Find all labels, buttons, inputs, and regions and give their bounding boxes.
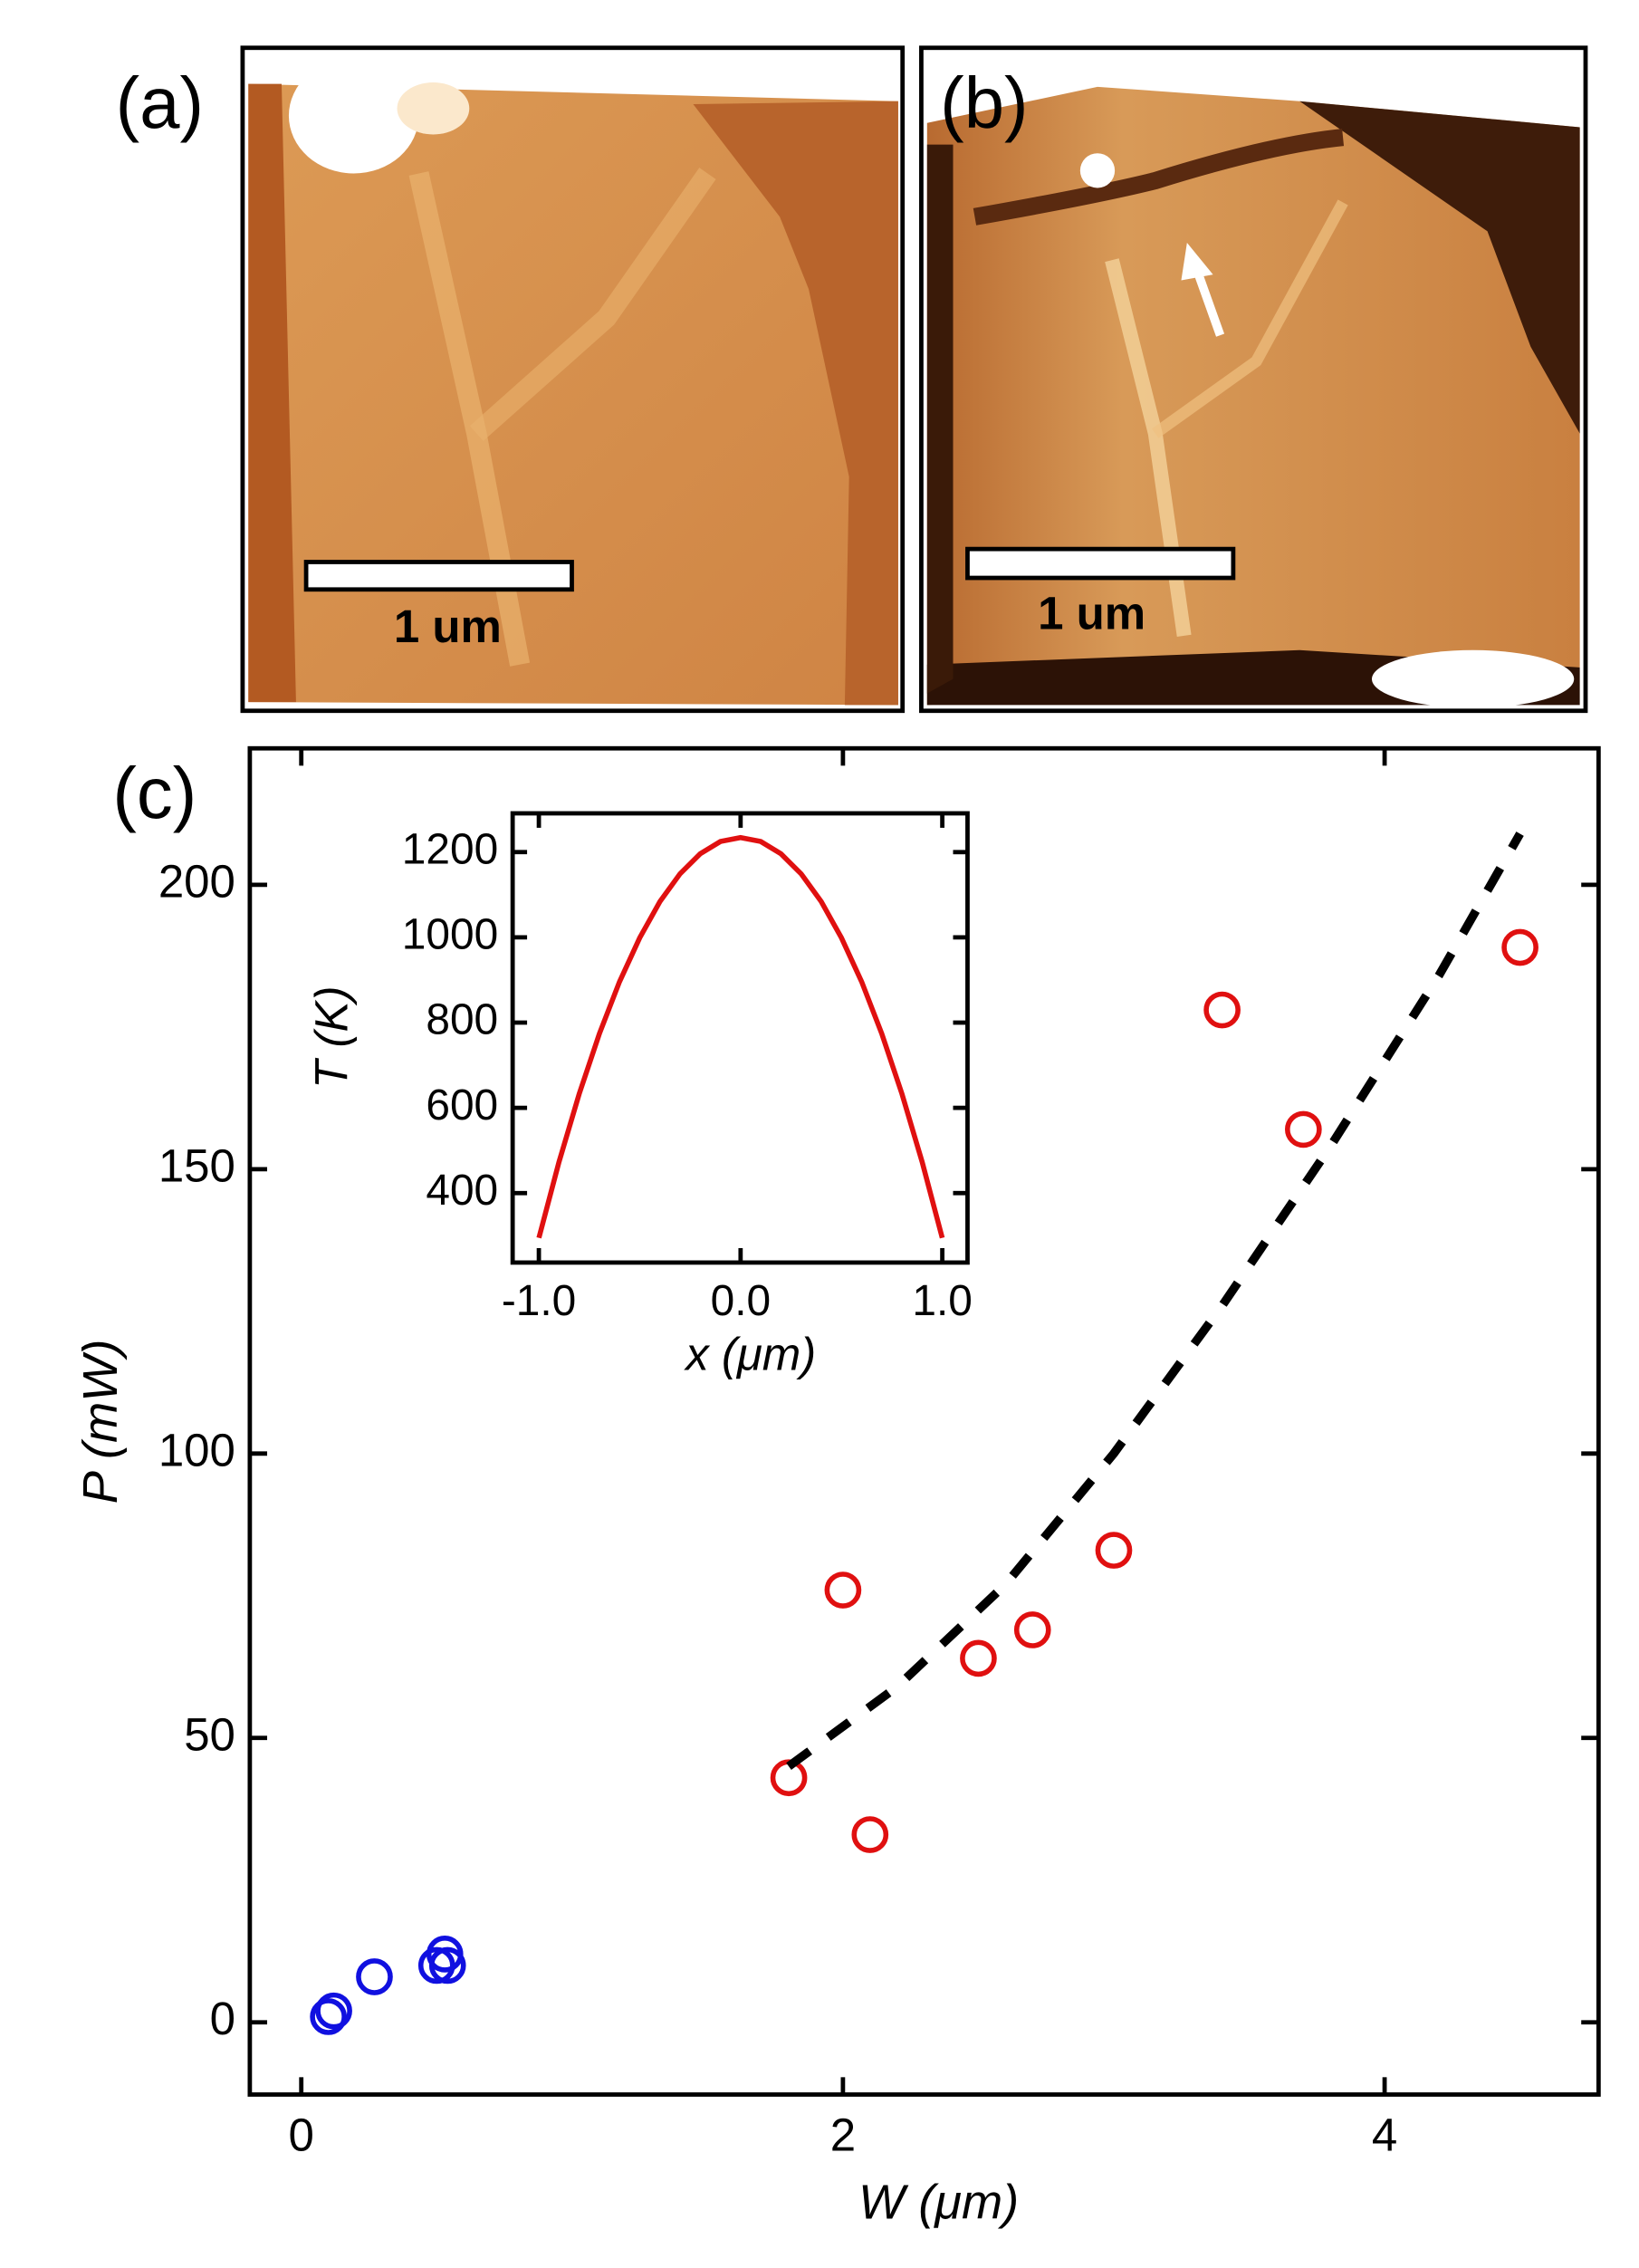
y-tick-label: 400 — [426, 1167, 498, 1215]
curve — [536, 834, 945, 1239]
y-tick-label: 1200 — [402, 825, 498, 873]
data-point — [960, 1639, 997, 1677]
data-point — [1203, 991, 1241, 1029]
data-point — [851, 1816, 889, 1853]
x-tick-label: 2 — [830, 2109, 856, 2160]
y-tick-label: 800 — [426, 996, 498, 1044]
plot-frame — [247, 745, 1601, 2097]
y-tick-label: 0 — [210, 1993, 235, 2044]
data-point — [315, 1992, 352, 2030]
afm-image-b — [919, 45, 1588, 714]
panel-label: (c) — [112, 753, 196, 833]
data-point — [356, 1958, 393, 1995]
x-tick-label: 4 — [1372, 2109, 1397, 2160]
data-point — [428, 1946, 466, 1985]
data-point — [1013, 1611, 1051, 1648]
data-point — [824, 1571, 862, 1609]
x-tick-label: 0.0 — [711, 1277, 772, 1325]
scale-bar-label: 1 um — [394, 601, 502, 652]
data-point — [770, 1759, 808, 1797]
data-point — [1501, 928, 1538, 966]
y-axis-label: T (K) — [305, 985, 357, 1088]
x-tick-label: 0 — [289, 2109, 314, 2160]
scale-bar — [965, 546, 1236, 581]
panel-label: (b) — [940, 62, 1028, 143]
data-point — [310, 1998, 347, 2035]
x-axis-label: x (μm) — [683, 1329, 816, 1380]
y-tick-label: 600 — [426, 1081, 498, 1129]
afm-image-a — [240, 45, 906, 714]
x-tick-label: -1.0 — [502, 1277, 576, 1325]
panel-label: (a) — [116, 62, 204, 143]
x-axis-label: W (μm) — [858, 2176, 1019, 2230]
plot-frame — [510, 811, 970, 1265]
y-tick-label: 200 — [158, 855, 235, 907]
data-point — [1285, 1110, 1322, 1148]
y-tick-label: 1000 — [402, 911, 498, 959]
data-point — [1095, 1532, 1133, 1569]
scale-bar — [303, 560, 574, 592]
y-tick-label: 100 — [158, 1424, 235, 1475]
y-tick-label: 50 — [184, 1708, 235, 1760]
y-tick-label: 150 — [158, 1139, 235, 1191]
scale-bar-label: 1 um — [1038, 588, 1145, 639]
fit-line — [786, 831, 1524, 1771]
y-axis-label: P (mW) — [73, 1340, 128, 1504]
x-tick-label: 1.0 — [912, 1277, 973, 1325]
